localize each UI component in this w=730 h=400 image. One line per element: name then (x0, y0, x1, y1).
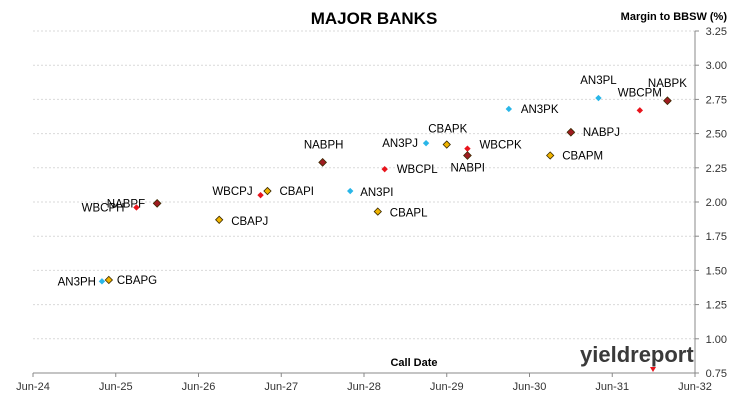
point-label-nabpj: NABPJ (583, 127, 620, 139)
y-tick-label: 1.00 (706, 334, 727, 346)
point-wbcpm (636, 107, 644, 114)
point-nabpf (152, 199, 162, 208)
point-label-an3pi: AN3PI (360, 187, 393, 199)
point-label-nabph: NABPH (304, 139, 344, 151)
point-label-nabpi: NABPI (450, 162, 485, 174)
point-label-wbcpj: WBCPJ (212, 186, 252, 198)
point-cbapi (263, 186, 272, 196)
logo-arrow-icon (650, 367, 656, 372)
point-an3pi (347, 187, 354, 195)
x-tick-label: Jun-25 (99, 381, 133, 393)
point-label-an3pl: AN3PL (580, 75, 617, 87)
point-cbapm (546, 151, 555, 160)
point-label-wbcph: WBCPH (82, 202, 125, 214)
point-an3pl (595, 94, 602, 102)
point-nabph (318, 157, 327, 167)
point-nabpi (463, 151, 472, 160)
point-cbapl (373, 207, 382, 216)
point-label-wbcpk: WBCPK (479, 140, 522, 152)
x-tick-label: Jun-27 (264, 381, 298, 393)
y-tick-label: 1.50 (706, 265, 727, 277)
x-tick-label: Jun-30 (513, 381, 547, 393)
point-label-cbapi: CBAPI (279, 186, 314, 198)
point-label-an3pj: AN3PJ (382, 138, 418, 150)
y-tick-labels: 0.75 1.00 1.25 1.50 1.75 2.00 2.25 2.50 2.75 3.00… (706, 26, 727, 380)
y-tick-label: 3.00 (706, 60, 727, 72)
point-wbcpk (464, 145, 471, 152)
axes (32, 30, 699, 377)
point-label-an3pk: AN3PK (521, 104, 559, 116)
data-points (98, 94, 672, 285)
point-label-wbcpm: WBCPM (618, 87, 662, 99)
chart-title: MAJOR BANKS (311, 9, 438, 28)
point-label-cbapg: CBAPG (117, 275, 157, 287)
x-tick-label: Jun-31 (595, 381, 629, 393)
point-an3pj (422, 139, 430, 147)
y-tick-label: 0.75 (706, 368, 727, 380)
point-an3pk (505, 105, 513, 113)
x-tick-labels: Jun-24 Jun-25 Jun-26 Jun-27 Jun-28 Jun-29 Jun-… (16, 381, 712, 393)
x-tick-label: Jun-32 (678, 381, 712, 393)
point-nabpj (566, 127, 576, 137)
y-tick-label: 1.75 (706, 231, 727, 243)
point-label-an3ph: AN3PH (58, 276, 96, 288)
x-tick-label: Jun-26 (182, 381, 216, 393)
x-tick-label: Jun-29 (430, 381, 464, 393)
point-label-nabpf: NABPF (107, 198, 145, 210)
point-wbcpl (381, 165, 388, 173)
y-tick-label: 2.25 (706, 163, 727, 175)
point-cbapj (215, 215, 224, 224)
point-label-wbcpl: WBCPL (397, 164, 439, 176)
y-tick-label: 3.25 (706, 26, 727, 38)
x-axis-label: Call Date (390, 357, 437, 369)
y-tick-label: 2.75 (706, 94, 727, 106)
point-an3ph (98, 278, 106, 285)
point-label-nabpk: NABPK (648, 78, 687, 90)
point-label-cbapk: CBAPK (428, 124, 467, 136)
x-tick-label: Jun-28 (347, 381, 381, 393)
y-axis-label: Margin to BBSW (%) (621, 11, 728, 23)
x-tick-label: Jun-24 (16, 381, 50, 393)
point-cbapg (104, 275, 114, 285)
point-wbcph (133, 204, 140, 211)
point-label-cbapj: CBAPJ (231, 216, 268, 228)
y-tick-label: 1.25 (706, 300, 727, 312)
y-tick-label: 2.50 (706, 129, 727, 141)
yieldreport-logo: yieldreport (580, 342, 694, 372)
point-cbapk (442, 140, 451, 149)
point-label-cbapl: CBAPL (390, 208, 428, 220)
y-tick-label: 2.00 (706, 197, 727, 209)
point-nabpk (663, 96, 672, 106)
logo-text: yieldreport (580, 342, 694, 367)
point-wbcpj (257, 191, 264, 199)
point-label-cbapm: CBAPM (562, 150, 603, 162)
